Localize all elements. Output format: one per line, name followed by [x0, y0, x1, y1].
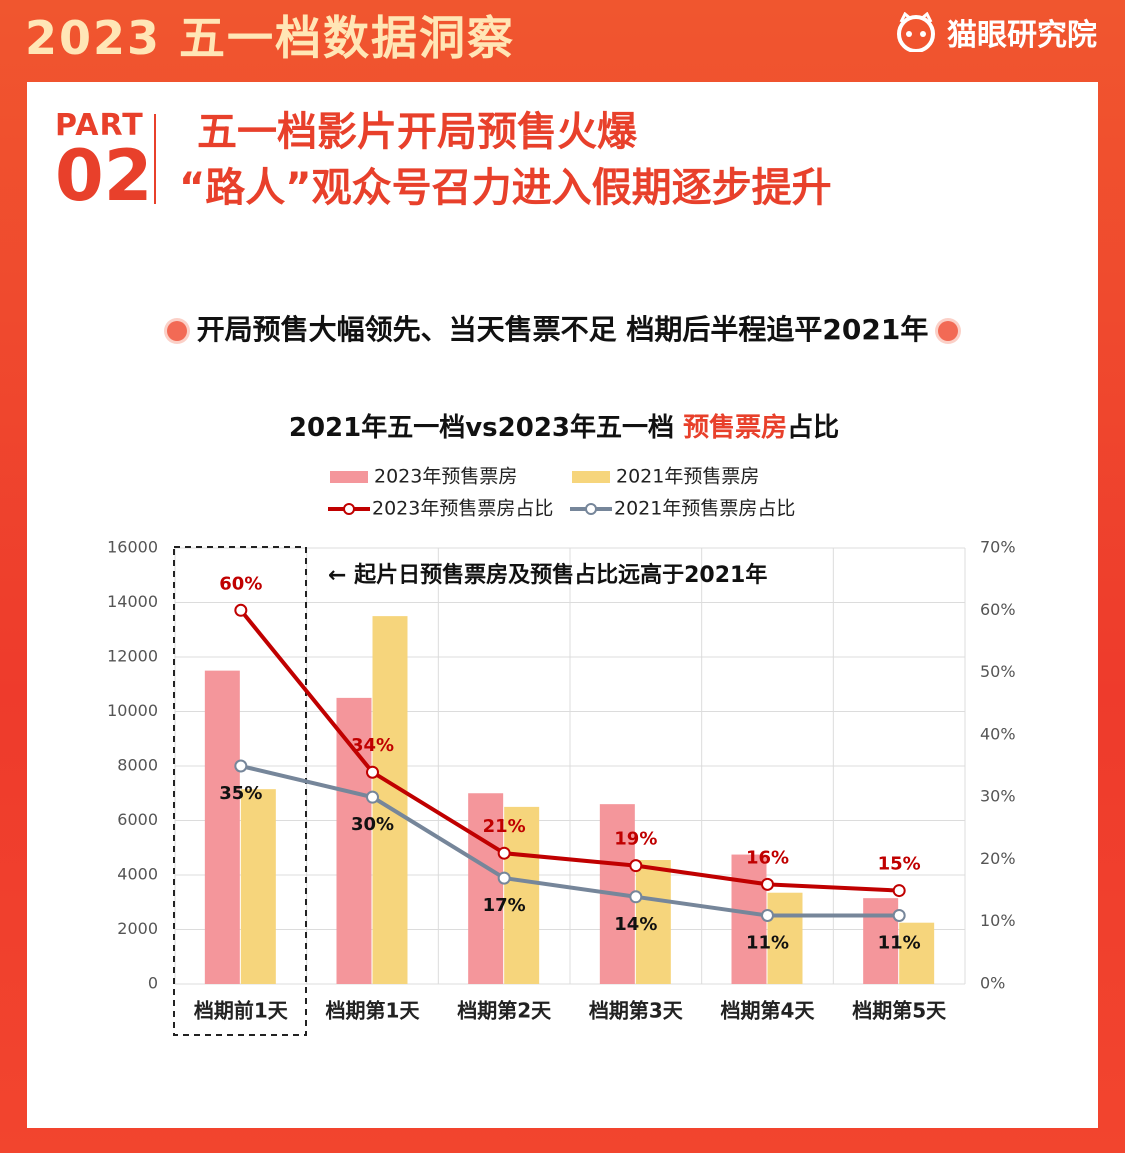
point-marker	[497, 846, 511, 860]
main-title: 2023 五一档数据洞察	[25, 11, 516, 65]
data-label: 17%	[483, 895, 526, 916]
y-tick-label: 16000	[107, 538, 158, 557]
x-tick-label: 档期第5天	[852, 999, 947, 1023]
legend-label: 2023年预售票房占比	[372, 498, 553, 520]
bar	[336, 697, 372, 984]
y2-tick-label: 20%	[980, 849, 1016, 868]
data-label: 30%	[351, 814, 394, 835]
data-label: 35%	[219, 783, 262, 804]
data-label: 14%	[614, 914, 657, 935]
x-tick-label: 档期前1天	[194, 999, 289, 1023]
headline: 五一档影片开局预售火爆	[197, 109, 637, 155]
point-marker	[629, 890, 643, 904]
bar	[731, 854, 767, 984]
point-marker	[892, 884, 906, 898]
data-label: 34%	[351, 735, 394, 756]
line	[240, 764, 900, 918]
legend-swatch	[585, 503, 597, 515]
subtitle-row: 开局预售大幅领先、当天售票不足 档期后半程追平2021年	[27, 308, 1098, 348]
line	[239, 609, 900, 893]
legend-label: 2021年预售票房	[616, 466, 759, 488]
point-marker	[892, 908, 906, 922]
legend-swatch	[572, 471, 610, 483]
legend-label: 2021年预售票房占比	[614, 498, 795, 520]
x-tick-label: 档期第3天	[589, 999, 684, 1023]
headline: “路人”观众号召力进入假期逐步提升	[179, 165, 832, 211]
point-marker	[234, 759, 248, 773]
data-label: 16%	[746, 847, 789, 868]
data-label: 11%	[878, 932, 921, 953]
y-tick-label: 14000	[107, 592, 158, 611]
y-tick-label: 12000	[107, 647, 158, 666]
bar	[863, 898, 899, 984]
legend-swatch	[343, 503, 355, 515]
y2-tick-label: 50%	[980, 662, 1016, 681]
data-label: 21%	[483, 816, 526, 837]
point-marker	[761, 908, 774, 922]
part-number: 02	[55, 135, 153, 217]
chart-title-part: 占比	[787, 413, 839, 443]
data-label: 15%	[878, 854, 921, 875]
bar	[204, 670, 240, 984]
chart-title-part: 预售票房	[683, 412, 787, 443]
brand-name: 猫眼研究院	[947, 18, 1097, 53]
y2-tick-label: 10%	[980, 911, 1016, 930]
flower-icon	[166, 321, 187, 341]
highlight-box	[173, 546, 307, 1036]
data-label: 60%	[219, 573, 262, 594]
point-marker	[366, 790, 379, 804]
y-tick-label: 10000	[107, 701, 158, 720]
bar	[504, 806, 540, 984]
x-tick-label: 档期第2天	[457, 999, 552, 1023]
y-tick-label: 0	[148, 974, 158, 993]
y-tick-label: 4000	[117, 865, 158, 884]
y2-tick-label: 30%	[980, 787, 1016, 806]
headlines: 五一档影片开局预售火爆 “路人”观众号召力进入假期逐步提升	[179, 104, 832, 216]
legend-swatch	[330, 471, 368, 483]
point-marker	[761, 877, 774, 891]
y2-tick-label: 60%	[980, 600, 1016, 619]
brand-logo	[897, 12, 935, 52]
flower-icon	[938, 321, 959, 341]
y-tick-label: 8000	[117, 756, 158, 775]
point-marker	[366, 765, 379, 779]
divider	[154, 114, 156, 204]
chart-title-part: 2021年五一档vs2023年五一档	[289, 412, 683, 443]
y2-tick-label: 40%	[980, 724, 1016, 743]
legend-label: 2023年预售票房	[374, 466, 517, 488]
x-tick-label: 档期第4天	[721, 999, 816, 1023]
brand: 猫眼研究院	[893, 10, 1097, 54]
subtitle: 开局预售大幅领先、当天售票不足 档期后半程追平2021年	[196, 313, 929, 346]
x-tick-label: 档期第1天	[326, 999, 421, 1023]
part-label: PART	[55, 108, 144, 143]
y-tick-label: 6000	[117, 810, 158, 829]
chart-title: 2021年五一档vs2023年五一档 预售票房占比	[289, 412, 839, 443]
data-label: 11%	[746, 932, 789, 953]
point-marker	[497, 871, 511, 885]
point-marker	[629, 859, 643, 873]
bar	[767, 892, 803, 984]
y-tick-label: 2000	[117, 919, 158, 938]
annotation: ← 起片日预售票房及预售占比远高于2021年	[328, 562, 767, 588]
y2-tick-label: 70%	[980, 538, 1016, 557]
data-label: 19%	[614, 829, 657, 850]
point-marker	[234, 603, 248, 617]
bar	[635, 860, 671, 984]
top-bar: 2023 五一档数据洞察 猫眼研究院	[0, 0, 1125, 70]
bar	[240, 789, 276, 984]
y2-tick-label: 0%	[980, 974, 1005, 993]
bar	[899, 922, 935, 984]
part-badge: PART 02	[55, 108, 152, 211]
bar	[468, 793, 504, 984]
